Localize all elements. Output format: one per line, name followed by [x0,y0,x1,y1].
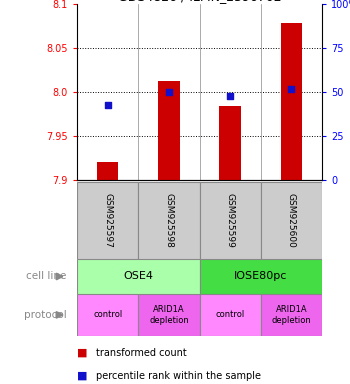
Text: OSE4: OSE4 [123,271,153,281]
Bar [199,182,261,259]
Bar [261,294,322,336]
Text: protocol: protocol [24,310,66,320]
Text: GSM925600: GSM925600 [287,194,296,248]
Bar [138,182,199,259]
Point [166,89,172,95]
Bar [138,294,199,336]
Text: GSM925599: GSM925599 [226,194,234,248]
Point [228,93,233,99]
Text: GSM925597: GSM925597 [103,194,112,248]
Text: GSM925598: GSM925598 [164,194,173,248]
Bar [158,81,180,180]
Bar [77,182,138,259]
Point [288,86,294,92]
Bar [97,162,118,180]
Text: ■: ■ [77,348,88,358]
Bar [77,294,138,336]
Title: GDS4826 / ILMN_2396702: GDS4826 / ILMN_2396702 [118,0,281,3]
Bar [281,23,302,180]
Text: IOSE80pc: IOSE80pc [234,271,287,281]
Text: transformed count: transformed count [96,348,187,358]
Text: ■: ■ [77,371,88,381]
Text: control: control [93,310,122,319]
Bar [219,106,241,180]
Point [105,101,111,108]
Bar [261,182,322,259]
Text: ARID1A
depletion: ARID1A depletion [149,305,189,324]
Text: ARID1A
depletion: ARID1A depletion [272,305,311,324]
Text: control: control [216,310,245,319]
Text: cell line: cell line [26,271,66,281]
Text: percentile rank within the sample: percentile rank within the sample [96,371,261,381]
Bar [199,259,322,294]
Bar [77,259,200,294]
Bar [199,294,261,336]
